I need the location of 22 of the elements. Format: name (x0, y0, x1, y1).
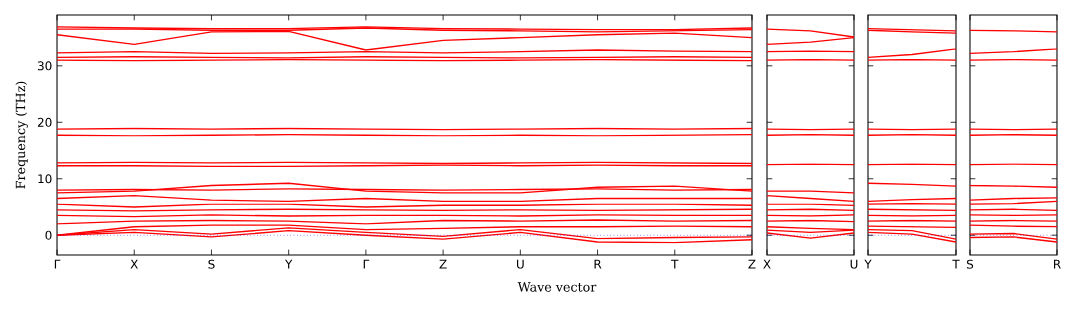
x-tick-label: R (594, 259, 602, 269)
x-tick-label: Y (284, 259, 293, 269)
x-tick-label: X (130, 259, 138, 269)
x-tick-label: R (1053, 259, 1061, 269)
y-tick-label: 30 (37, 61, 52, 71)
x-tick-label: Y (864, 259, 872, 269)
x-tick-label: U (516, 259, 524, 269)
x-tick-label: S (966, 259, 974, 269)
x-tick-label: Γ (363, 259, 370, 269)
x-tick-label: T (952, 259, 960, 269)
x-axis-title: Wave vector (517, 282, 597, 292)
x-tick-label: Γ (54, 259, 61, 269)
y-axis-title: Frequency (THz) (15, 81, 28, 189)
x-tick-label: Z (748, 259, 756, 269)
x-tick-label: U (850, 259, 858, 269)
y-tick-label: 0 (45, 230, 52, 240)
y-tick-label: 20 (37, 117, 52, 127)
x-tick-label: S (208, 259, 215, 269)
x-tick-label: Z (439, 259, 447, 269)
y-tick-label: 10 (38, 174, 52, 184)
x-tick-label: T (671, 259, 679, 269)
x-tick-label: X (763, 259, 771, 269)
